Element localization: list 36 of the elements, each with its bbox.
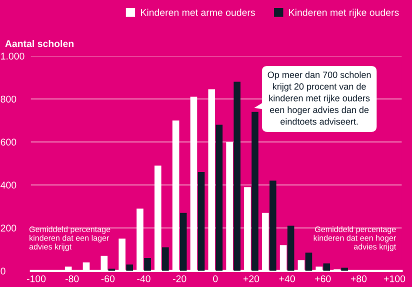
bar [270,180,276,271]
y-tick-label: 800 [0,96,16,103]
y-tick-label: 1.000 [1,52,24,60]
y-tick-label: 400 [0,182,16,189]
bar [234,82,240,271]
bar [341,268,348,271]
bar [162,247,169,271]
x-tick-label: +80 [350,275,367,282]
y-axis-title: Aantal scholen [5,40,74,48]
x-tick-label: -80 [66,275,79,282]
legend-label: Kinderen met rijke ouders [289,8,399,18]
annotation: Op meer dan 700 scholen krijgt 20 procent van de kinderen met rijke ouders een hoger advies dan de eindtoets adviseert. [268,71,371,125]
bar [144,258,151,271]
bar [126,264,134,271]
y-tick-label: 0 [0,268,6,275]
x-tick-label: +20 [243,275,260,282]
x-tick-label: -60 [101,275,115,282]
x-tick-label: -20 [172,275,186,282]
bar [323,263,330,271]
bar [305,252,312,271]
bar [216,124,223,271]
annotation: Gemiddeld percentage kinderen dat een lager advies krijgt [29,226,110,252]
x-tick-label: -40 [137,275,150,282]
legend-label: Kinderen met arme ouders [141,8,255,16]
y-tick-label: 200 [0,224,16,232]
bar [198,172,205,271]
x-tick-label: +60 [315,275,331,282]
x-tick-label: -100 [26,275,46,282]
annotation: Gemiddeld percentage kinderen dat een hoger advies krijgt [314,226,396,252]
bar [287,226,294,271]
x-tick-label: 0 [213,275,218,282]
bar [252,112,258,271]
y-tick-label: 600 [0,138,16,146]
x-tick-label: +40 [279,275,295,282]
bar [180,212,187,271]
x-tick-label: +100 [384,275,406,282]
